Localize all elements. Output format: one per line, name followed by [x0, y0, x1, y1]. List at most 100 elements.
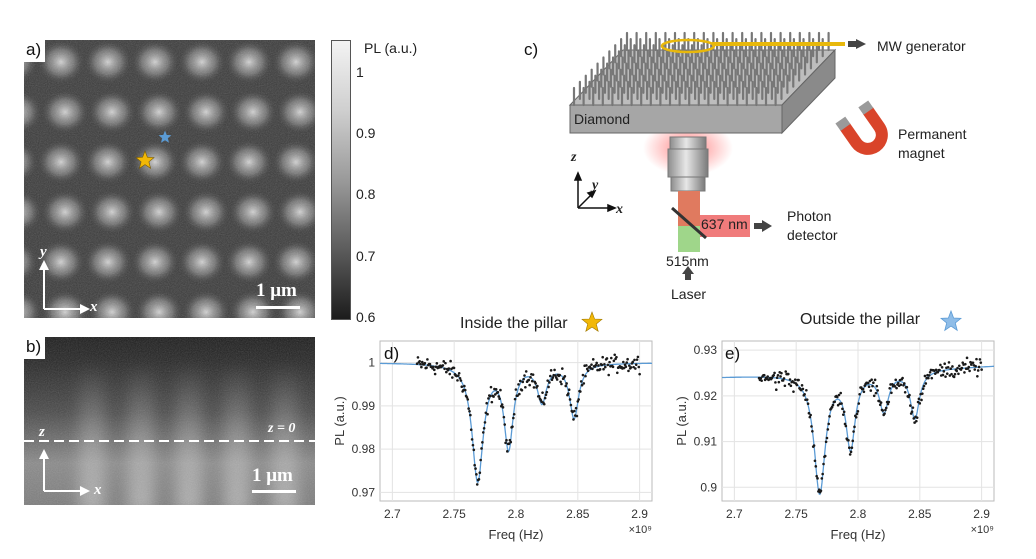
data-point [622, 360, 625, 364]
data-point [465, 395, 469, 399]
data-point [457, 371, 461, 375]
data-point [866, 381, 870, 385]
data-point [631, 360, 635, 364]
y-tick-label: 0.91 [694, 435, 718, 449]
data-point [822, 462, 825, 466]
odmr-plot-inside: 2.7 2.75 2.8 2.85 2.9 0.97 0.98 0.99 1 Freq (Hz) ×… [332, 340, 653, 542]
data-point [637, 365, 641, 369]
data-point [521, 380, 525, 384]
data-point [876, 389, 879, 392]
data-point [821, 472, 824, 476]
data-point [955, 369, 959, 373]
dichroic-mirror [671, 206, 707, 240]
inside-pillar-title: Inside the pillar [460, 315, 568, 332]
data-point [895, 386, 898, 390]
data-point [527, 378, 531, 382]
data-point [512, 412, 516, 416]
data-point [575, 414, 579, 418]
data-point [949, 367, 953, 371]
data-point [883, 412, 886, 415]
data-point [789, 384, 793, 388]
objective-lens [667, 136, 709, 192]
data-point [524, 370, 528, 373]
data-point [803, 393, 806, 396]
data-point [921, 392, 924, 395]
data-point [833, 400, 837, 404]
data-point [910, 410, 914, 413]
data-point [532, 386, 536, 389]
data-point [849, 450, 853, 454]
data-point [835, 395, 839, 399]
data-point [909, 404, 912, 407]
data-point [872, 381, 875, 385]
data-point [952, 375, 956, 379]
data-point [595, 361, 598, 365]
setup-axis-z: z [571, 150, 577, 165]
data-point [548, 381, 551, 384]
data-point [499, 388, 502, 392]
data-point [886, 402, 890, 406]
data-point [501, 406, 505, 409]
data-point [870, 378, 873, 381]
data-point [419, 362, 422, 366]
data-point [824, 440, 828, 444]
data-point [813, 459, 817, 463]
data-point [855, 412, 859, 416]
data-point [862, 390, 866, 394]
data-point [563, 374, 567, 378]
data-point [779, 375, 782, 378]
data-point [483, 421, 487, 424]
data-point [475, 483, 479, 486]
data-point [502, 415, 506, 419]
diamond-label: Diamond [574, 111, 631, 127]
data-point [603, 365, 607, 369]
data-point [432, 368, 436, 372]
data-point [773, 371, 776, 375]
data-point [459, 379, 463, 382]
data-point [912, 417, 916, 420]
data-point [819, 489, 823, 493]
data-point [522, 377, 525, 381]
data-point [923, 374, 927, 378]
data-point [809, 413, 812, 417]
z-zero-label: z = 0 [268, 421, 296, 436]
y-tick-label: 0.93 [694, 343, 718, 357]
data-point [936, 370, 940, 374]
pl-map-xz: z x z = 0 1 μm [24, 337, 315, 505]
data-point [534, 382, 537, 385]
data-point [759, 376, 763, 380]
data-point [871, 384, 874, 388]
data-point [915, 416, 919, 419]
data-point [840, 402, 843, 405]
data-point [920, 398, 923, 402]
data-point [825, 436, 829, 440]
data-point [934, 368, 938, 372]
data-point [573, 409, 576, 413]
data-point [555, 378, 559, 381]
data-point [777, 380, 781, 384]
data-point [478, 471, 482, 475]
data-point [976, 375, 979, 378]
data-point [590, 363, 593, 366]
data-point [529, 376, 532, 379]
data-point [887, 400, 891, 404]
data-point [514, 388, 518, 391]
outside-pillar-title: Outside the pillar [800, 311, 921, 328]
data-point [598, 368, 602, 371]
data-point [605, 357, 609, 360]
y-tick-label: 0.92 [694, 389, 718, 403]
data-point [830, 405, 834, 409]
data-point [545, 390, 549, 394]
setup-axis-x: x [616, 202, 623, 217]
data-point [944, 375, 947, 378]
data-point [917, 397, 921, 401]
blue-star-marker [158, 130, 172, 143]
data-point [591, 358, 595, 361]
x-tick-label: 2.9 [631, 507, 648, 521]
data-point [559, 380, 562, 384]
data-point [615, 371, 619, 375]
data-point [546, 379, 549, 382]
data-point [922, 384, 926, 388]
y-axis-label: PL (a.u.) [332, 396, 347, 445]
data-point [423, 361, 427, 365]
